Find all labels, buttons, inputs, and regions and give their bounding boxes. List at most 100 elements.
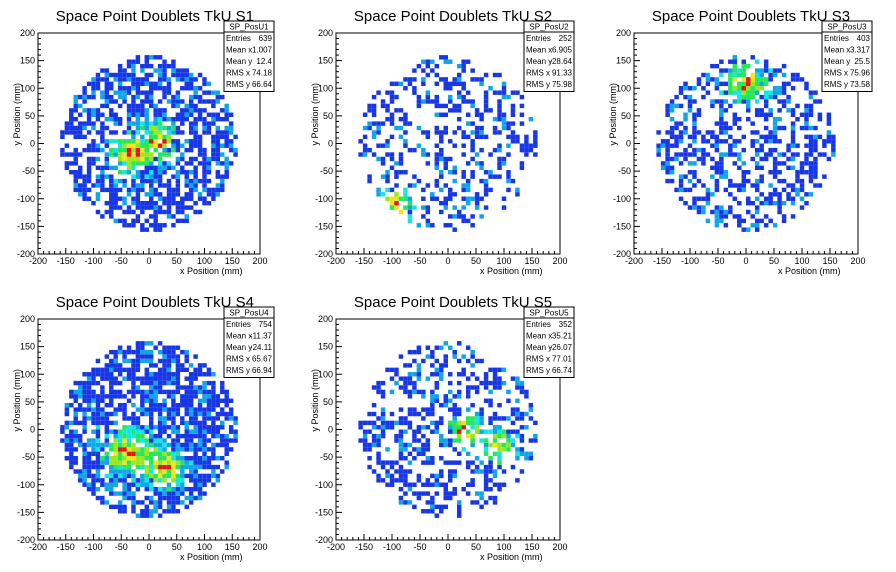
heatmap-bin — [362, 420, 368, 426]
heatmap-bins — [60, 55, 238, 232]
heatmap-bin — [434, 478, 440, 483]
heatmap-bin — [82, 411, 87, 417]
heatmap-bin — [528, 438, 534, 443]
heatmap-bin — [77, 125, 83, 131]
heatmap-bin — [215, 183, 221, 188]
heatmap-bin — [197, 367, 203, 373]
heatmap-bin — [162, 77, 167, 82]
heatmap-bin — [117, 152, 123, 157]
heatmap-bin — [416, 94, 422, 100]
heatmap-bin — [157, 438, 163, 443]
heatmap-bin — [804, 81, 809, 87]
heatmap-bin — [202, 152, 207, 157]
heatmap-bin — [732, 196, 738, 201]
heatmap-bin — [131, 187, 136, 193]
heatmap-bin — [162, 495, 167, 501]
heatmap-bin — [166, 491, 172, 496]
heatmap-bin — [678, 139, 684, 144]
heatmap-bin — [470, 214, 475, 219]
stats-row-value: 252 — [559, 34, 573, 43]
heatmap-bin — [64, 125, 70, 131]
heatmap-bin — [497, 456, 502, 461]
heatmap-bin — [166, 380, 172, 386]
heatmap-bin — [188, 363, 194, 368]
heatmap-bin — [162, 134, 167, 140]
heatmap-bin — [73, 429, 78, 434]
heatmap-bin — [714, 121, 720, 126]
heatmap-bin — [135, 103, 141, 109]
heatmap-bin — [131, 420, 136, 426]
heatmap-bin — [790, 108, 796, 113]
heatmap-bin — [140, 170, 145, 175]
heatmap-bin — [389, 200, 395, 206]
heatmap-bin — [113, 116, 118, 122]
heatmap-bin — [416, 438, 422, 443]
heatmap-bin — [719, 170, 724, 175]
heatmap-bin — [719, 156, 724, 162]
heatmap-bin — [91, 81, 96, 87]
heatmap-bin — [149, 398, 154, 403]
heatmap-bin — [701, 161, 706, 166]
heatmap-bin — [197, 447, 203, 452]
heatmap-bin — [394, 380, 399, 386]
x-tick-label: -150 — [355, 542, 373, 552]
y-tick-label: 100 — [318, 369, 333, 379]
heatmap-bin — [228, 411, 234, 417]
heatmap-bin — [754, 59, 760, 64]
heatmap-bin — [188, 81, 194, 87]
heatmap-bin — [171, 376, 176, 381]
heatmap-bin — [117, 161, 123, 166]
heatmap-bin — [109, 165, 114, 171]
heatmap-bin — [754, 218, 760, 224]
heatmap-bin — [795, 116, 800, 122]
heatmap-bin — [64, 420, 70, 426]
heatmap-bin — [100, 367, 105, 373]
heatmap-bin — [510, 103, 516, 109]
heatmap-bin — [746, 196, 751, 201]
heatmap-bin — [443, 125, 448, 131]
heatmap-bin — [202, 90, 207, 95]
heatmap-bin — [73, 178, 78, 184]
heatmap-bin — [162, 209, 167, 215]
heatmap-bin — [479, 178, 484, 184]
heatmap-bin — [394, 192, 399, 197]
heatmap-bin — [162, 416, 167, 421]
heatmap-bin — [656, 130, 661, 135]
heatmap-bin — [452, 165, 457, 171]
heatmap-bin — [719, 130, 724, 135]
heatmap-bin — [175, 90, 181, 95]
x-tick-label: -50 — [115, 256, 128, 266]
heatmap-bin — [714, 170, 720, 175]
heatmap-bin — [126, 121, 132, 126]
heatmap-bin — [430, 398, 435, 403]
heatmap-bin — [228, 438, 234, 443]
heatmap-bin — [140, 90, 145, 95]
heatmap-bin — [781, 161, 787, 166]
heatmap-bin — [412, 174, 417, 179]
heatmap-bin — [202, 464, 207, 470]
heatmap-bin — [425, 152, 431, 157]
heatmap-bin — [157, 389, 163, 395]
heatmap-bin — [389, 187, 395, 193]
heatmap-bin — [389, 165, 395, 171]
heatmap-bin — [452, 416, 457, 421]
heatmap-bin — [398, 152, 404, 157]
heatmap-bin — [737, 218, 742, 224]
x-tick-label: -100 — [383, 256, 401, 266]
heatmap-bin — [456, 433, 462, 439]
heatmap-bin — [122, 402, 127, 408]
heatmap-bin — [100, 134, 105, 140]
heatmap-bin — [750, 214, 755, 219]
heatmap-bin — [202, 491, 207, 496]
heatmap-bin — [140, 438, 145, 443]
heatmap-bin — [777, 196, 782, 201]
heatmap-bin — [777, 86, 782, 91]
heatmap-bin — [193, 482, 198, 487]
heatmap-bin — [202, 451, 207, 457]
heatmap-bin — [166, 77, 172, 82]
heatmap-bin — [470, 438, 475, 443]
heatmap-bin — [117, 372, 123, 377]
heatmap-bin — [488, 469, 493, 474]
heatmap-bin — [215, 464, 221, 470]
heatmap-bin — [781, 200, 787, 206]
